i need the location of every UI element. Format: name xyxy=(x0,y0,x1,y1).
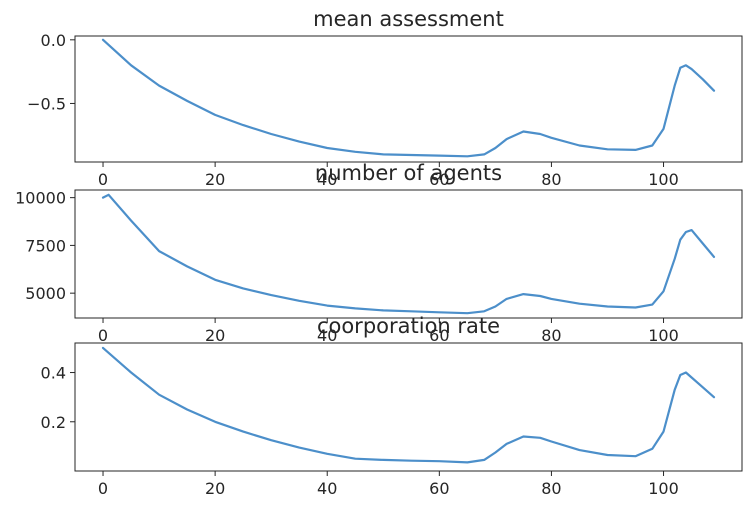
x-tick-label: 20 xyxy=(205,170,225,189)
y-tick-label: 0.0 xyxy=(41,31,66,50)
x-tick-label: 0 xyxy=(98,326,108,345)
y-tick-label: 0.2 xyxy=(41,413,66,432)
chart-title: coorporation rate xyxy=(317,314,500,338)
x-tick-label: 100 xyxy=(648,479,679,498)
x-tick-label: 100 xyxy=(648,326,679,345)
x-tick-label: 60 xyxy=(429,170,449,189)
series-line xyxy=(101,38,716,158)
series-line xyxy=(101,193,716,315)
series-line xyxy=(101,346,716,464)
x-tick-label: 0 xyxy=(98,479,108,498)
x-tick-label: 60 xyxy=(429,479,449,498)
chart-title: mean assessment xyxy=(313,7,504,31)
x-tick-label: 80 xyxy=(541,326,561,345)
y-tick-label: 5000 xyxy=(25,284,66,303)
y-tick-label: −0.5 xyxy=(27,94,66,113)
chart-title: number of agents xyxy=(315,161,502,185)
axes-frame xyxy=(74,342,743,472)
x-tick-label: 0 xyxy=(98,170,108,189)
x-tick-label: 20 xyxy=(205,479,225,498)
x-tick-label: 40 xyxy=(317,326,337,345)
y-tick-label: 0.4 xyxy=(41,364,66,383)
x-tick-label: 80 xyxy=(541,170,561,189)
x-tick-label: 40 xyxy=(317,170,337,189)
x-tick-label: 80 xyxy=(541,479,561,498)
x-tick-label: 20 xyxy=(205,326,225,345)
y-tick-label: 7500 xyxy=(25,236,66,255)
y-tick-label: 10000 xyxy=(15,189,66,208)
x-tick-label: 60 xyxy=(429,326,449,345)
x-tick-label: 100 xyxy=(648,170,679,189)
axes-frame xyxy=(74,189,743,319)
x-tick-label: 40 xyxy=(317,479,337,498)
axes-frame xyxy=(74,35,743,163)
